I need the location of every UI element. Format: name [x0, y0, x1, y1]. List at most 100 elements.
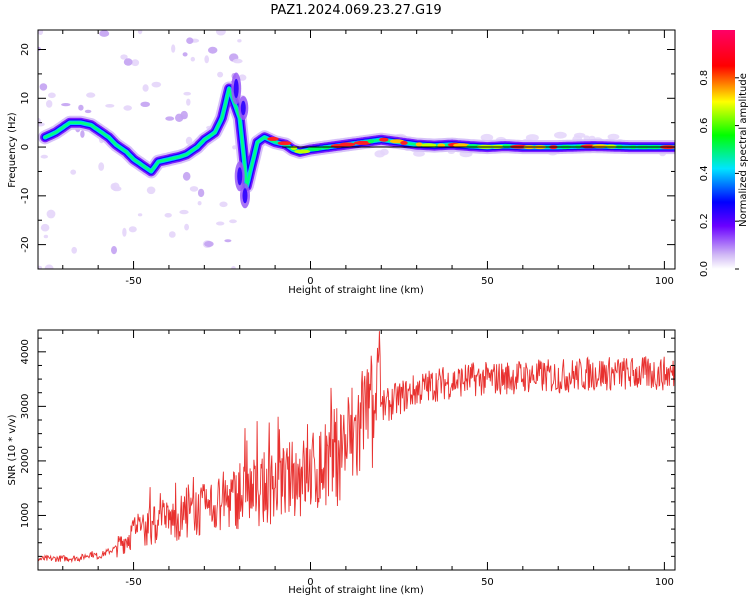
spectrogram-xlabel: Height of straight line (km): [288, 285, 424, 296]
spectrogram-noise-blob: [105, 104, 115, 108]
spectrogram-noise-blob: [98, 162, 105, 171]
spectrogram-noise-blob: [122, 227, 127, 237]
spectrogram-noise-blob: [554, 131, 567, 139]
spectrogram-noise-blob: [480, 133, 494, 142]
spectrogram-noise-blob: [380, 148, 389, 156]
spectrogram-xtick-label: 0: [307, 276, 313, 287]
spectrogram-noise-blob: [40, 154, 48, 159]
spectrogram-noise-blob: [238, 74, 247, 81]
colorbar-tick-label: 0.8: [699, 70, 710, 86]
spectrogram-noise-blob: [46, 209, 56, 219]
snr-panel: -50 0 50 100 1000 2000 3000 4000 Height of stra…: [7, 329, 676, 596]
spectrogram-hotspot: [367, 139, 375, 144]
spectrogram-noise-blob: [197, 201, 202, 206]
spectrogram-hotspot: [415, 142, 423, 147]
spectrogram-burst: [240, 100, 246, 116]
spectrogram-noise-blob: [204, 55, 209, 64]
snr-axes: -50 0 50 100 1000 2000 3000 4000: [20, 330, 675, 588]
spectrogram-noise-blob: [164, 213, 172, 218]
spectrogram-noise-blob: [142, 84, 149, 92]
spectrogram-hotspot: [437, 143, 446, 148]
spectrogram-noise-blob: [607, 133, 620, 140]
spectrogram-noise-blob: [46, 100, 53, 108]
spectrogram-noise-blob: [140, 101, 150, 108]
spectrogram-noise-blob: [185, 136, 193, 145]
spectrogram-noise-blob: [44, 264, 54, 269]
spectrogram-noise-blob: [128, 226, 137, 233]
colorbar-tick-label: 0.6: [699, 118, 710, 134]
spectrogram-noise-blob: [175, 113, 184, 123]
spectrogram-noise-blob: [229, 219, 237, 224]
spectrogram-noise-blob: [38, 265, 43, 269]
spectrogram-panel: -50 0 50 100 -20 -10 0 10 20 Height of straight …: [7, 29, 676, 296]
snr-xlabel: Height of straight line (km): [288, 585, 424, 596]
spectrogram-ytick-label: 10: [20, 92, 31, 105]
snr-marks: [38, 331, 675, 564]
spectrogram-ytick-label: 20: [20, 43, 31, 56]
spectrogram-noise-blob: [39, 83, 48, 91]
snr-ylabel: SNR (10 * v/v): [7, 414, 18, 485]
spectrogram-burst: [242, 188, 248, 204]
spectrogram-noise-blob: [186, 37, 194, 44]
spectrogram-noise-blob: [182, 52, 188, 57]
spectrogram-burst: [237, 167, 243, 186]
snr-ytick-label: 1000: [20, 503, 31, 528]
spectrogram-noise-blob: [183, 91, 191, 96]
spectrogram-hotspot: [307, 147, 322, 152]
spectrogram-ylabel: Frequency (Hz): [7, 112, 18, 188]
spectrogram-noise-blob: [86, 92, 96, 98]
spectrogram-noise-blob: [165, 116, 175, 121]
spectrogram-noise-blob: [131, 59, 140, 67]
snr-xtick-label: 50: [481, 577, 494, 588]
spectrogram-ytick-label: -10: [20, 188, 31, 204]
spectrogram-noise-blob: [184, 223, 190, 231]
spectrogram-noise-blob: [71, 246, 77, 254]
spectrogram-ytick-label: -20: [20, 236, 31, 252]
spectrogram-ytick-label: 0: [20, 144, 31, 150]
spectrogram-frame: [37, 29, 676, 270]
spectrogram-noise-blob: [208, 46, 218, 54]
colorbar-tick-label: 0.2: [699, 213, 710, 229]
spectrogram-noise-blob: [216, 30, 226, 36]
spectrogram-noise-blob: [179, 209, 189, 215]
spectrogram-noise-blob: [231, 266, 236, 269]
spectrogram-hotspot: [400, 140, 408, 145]
spectrogram-noise-blob: [80, 130, 85, 138]
spectrogram-hotspot: [605, 144, 618, 149]
colorbar-tick-label: 0.0: [699, 261, 710, 277]
spectrogram-noise-blob: [182, 171, 191, 181]
spectrogram-hotspot: [294, 149, 311, 154]
snr-series-line: [38, 331, 675, 564]
spectrogram-noise-blob: [232, 58, 243, 64]
spectrogram-noise-blob: [43, 234, 49, 239]
spectrogram-noise-blob: [151, 81, 162, 88]
spectrogram-hotspot: [267, 136, 279, 141]
spectrogram-noise-blob: [189, 186, 199, 192]
spectrogram-noise-blob: [204, 241, 214, 247]
snr-ytick-label: 2000: [20, 448, 31, 473]
spectrogram-noise-blob: [137, 213, 143, 217]
figure-title: PAZ1.2024.069.23.27.G19: [270, 3, 441, 18]
spectrogram-noise-blob: [38, 30, 44, 35]
spectrogram-noise-blob: [186, 98, 191, 106]
spectrogram-xtick-label: 50: [481, 276, 494, 287]
spectrogram-noise-blob: [110, 183, 116, 191]
spectrogram-hotspot: [421, 143, 437, 148]
spectrogram-noise-blob: [99, 30, 110, 37]
spectrogram-hotspot: [339, 142, 356, 147]
spectrogram-noise-blob: [217, 71, 224, 78]
spectrogram-noise-blob: [168, 231, 176, 238]
colorbar-tick-label: 0.4: [699, 165, 710, 181]
spectrogram-noise-blob: [146, 186, 156, 195]
colorbar-label: Normalized spectral amplitude: [738, 73, 749, 227]
spectrogram-noise-blob: [48, 92, 56, 99]
spectrogram-noise-blob: [216, 221, 225, 226]
spectrogram-noise-blob: [197, 188, 205, 198]
snr-ytick-label: 4000: [20, 339, 31, 364]
spectrogram-noise-blob: [78, 104, 84, 111]
spectrogram-noise-blob: [40, 223, 50, 232]
spectrogram-noise-blob: [123, 58, 133, 66]
spectrogram-noise-blob: [111, 246, 117, 255]
snr-xtick-label: -50: [125, 577, 141, 588]
